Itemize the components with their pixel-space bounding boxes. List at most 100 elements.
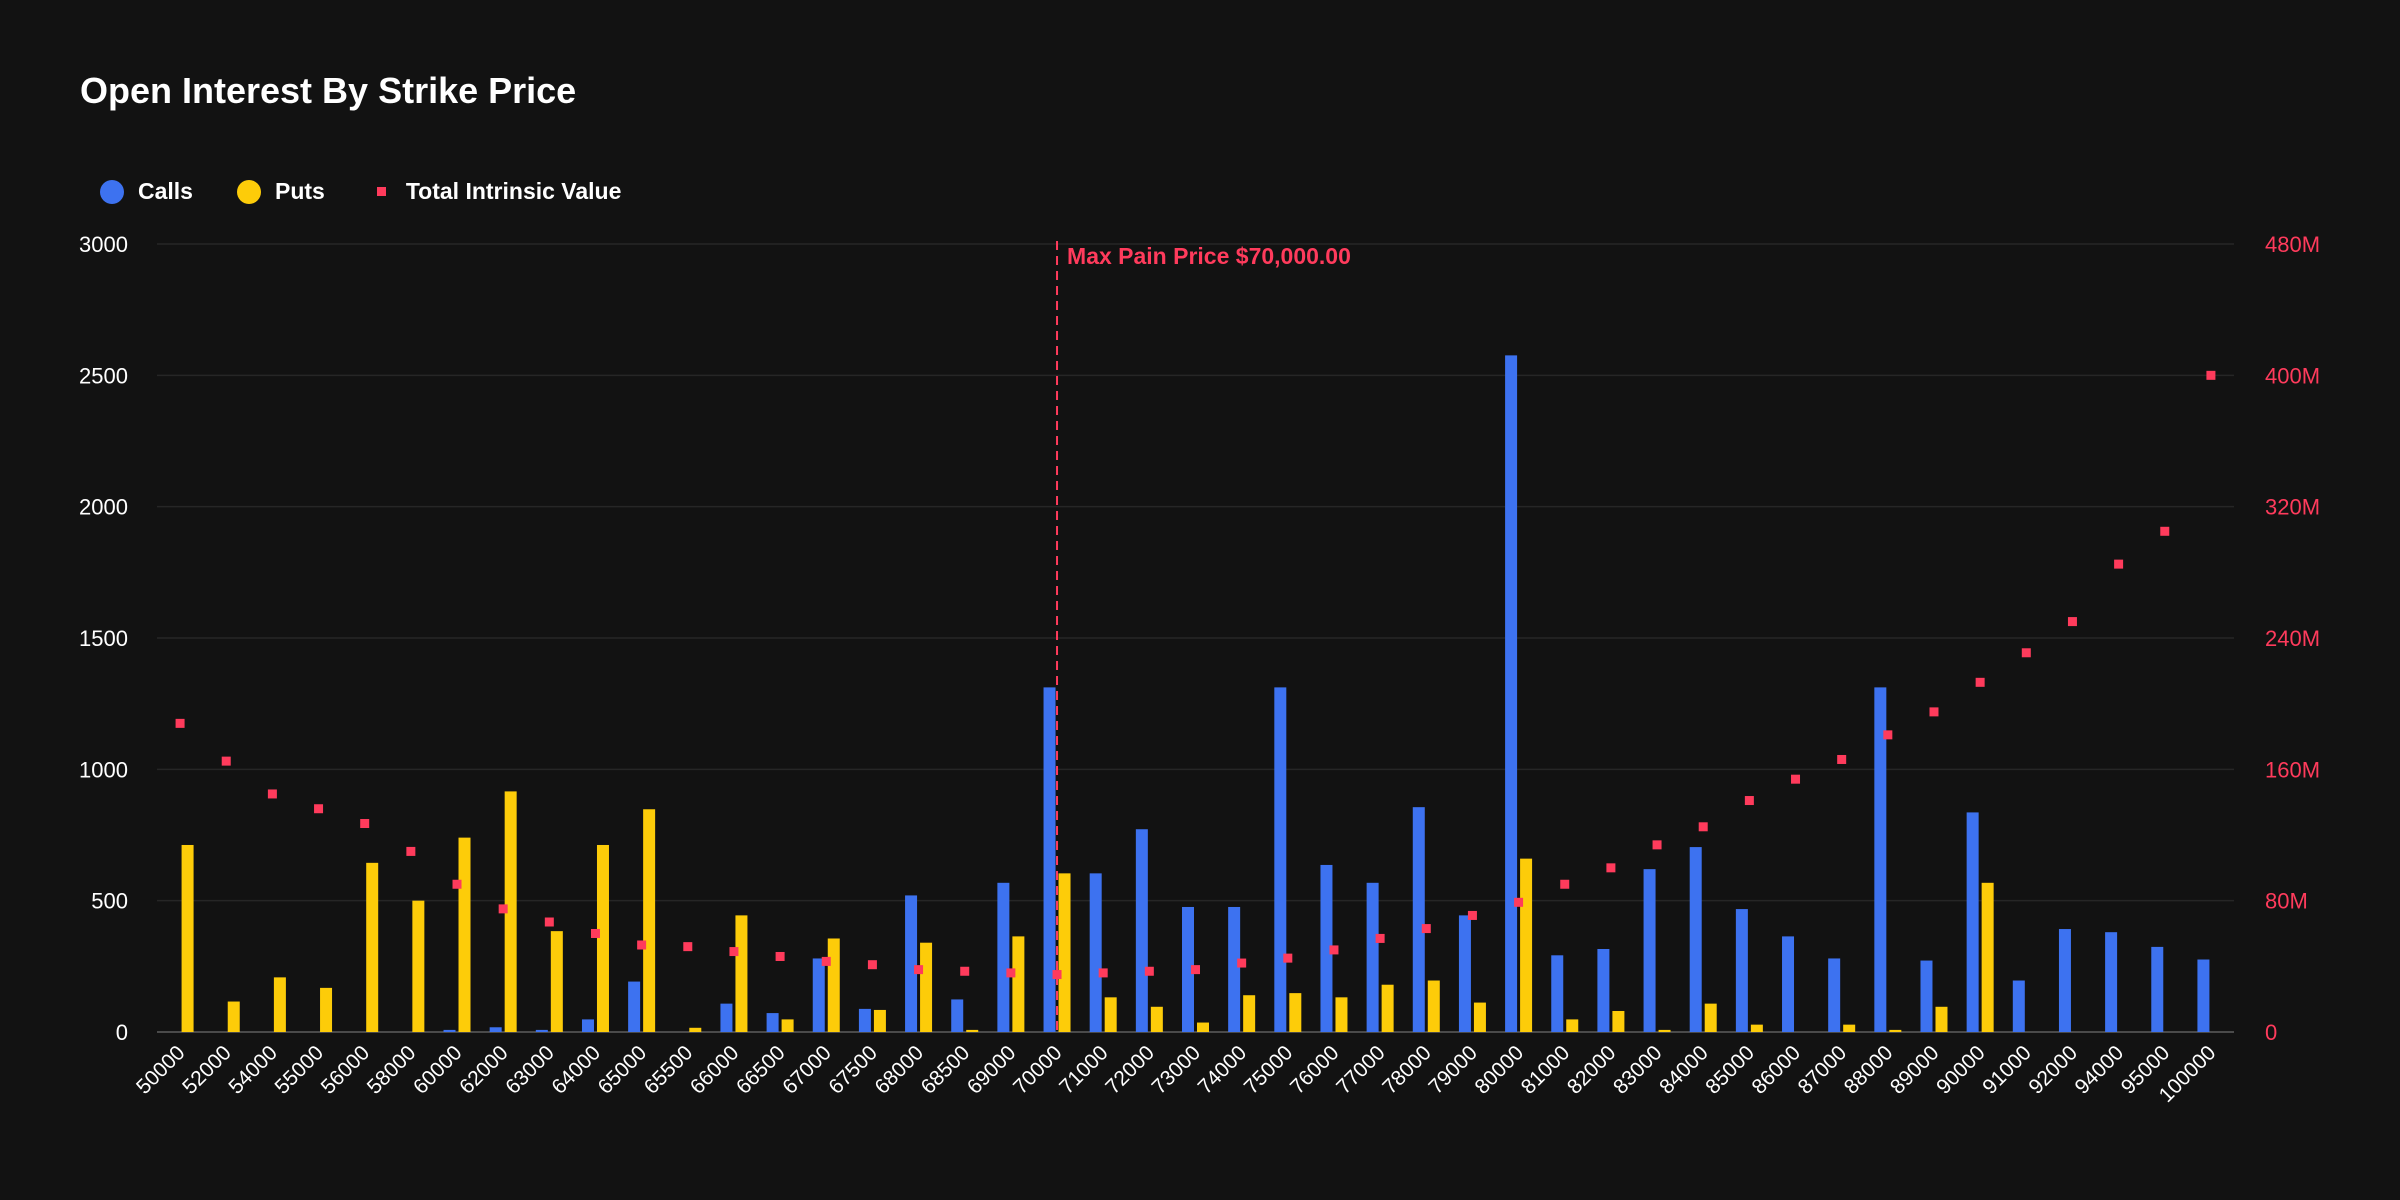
calls-bar[interactable] [2012, 980, 2025, 1032]
calls-bar[interactable] [1828, 958, 1841, 1032]
calls-bar[interactable] [1458, 915, 1471, 1032]
intrinsic-value-point[interactable] [1375, 933, 1385, 943]
calls-bar[interactable] [1920, 960, 1933, 1032]
puts-bar[interactable] [596, 844, 609, 1032]
puts-bar[interactable] [1704, 1003, 1717, 1032]
puts-bar[interactable] [1335, 997, 1348, 1032]
calls-bar[interactable] [1874, 687, 1887, 1032]
calls-bar[interactable] [1643, 869, 1656, 1032]
calls-bar[interactable] [951, 999, 964, 1032]
puts-bar[interactable] [1612, 1010, 1625, 1032]
intrinsic-value-point[interactable] [821, 956, 831, 966]
intrinsic-value-point[interactable] [1052, 970, 1062, 980]
calls-bar[interactable] [443, 1029, 456, 1032]
calls-bar[interactable] [581, 1019, 594, 1032]
intrinsic-value-point[interactable] [1144, 966, 1154, 976]
intrinsic-value-point[interactable] [175, 718, 185, 728]
puts-bar[interactable] [458, 837, 471, 1032]
legend-item-intrinsic[interactable]: Total Intrinsic Value [369, 178, 621, 205]
intrinsic-value-point[interactable] [544, 917, 554, 927]
calls-bar[interactable] [720, 1003, 733, 1032]
legend-item-puts[interactable]: Puts [236, 178, 325, 205]
intrinsic-value-point[interactable] [2114, 559, 2124, 569]
puts-bar[interactable] [689, 1027, 702, 1032]
puts-bar[interactable] [1197, 1022, 1209, 1032]
intrinsic-value-point[interactable] [221, 756, 231, 766]
intrinsic-value-point[interactable] [637, 940, 647, 950]
intrinsic-value-point[interactable] [360, 819, 370, 829]
intrinsic-value-point[interactable] [1283, 953, 1293, 963]
calls-bar[interactable] [1135, 829, 1148, 1032]
calls-bar[interactable] [997, 882, 1010, 1032]
calls-bar[interactable] [1551, 955, 1564, 1032]
calls-bar[interactable] [1505, 355, 1518, 1032]
calls-bar[interactable] [1966, 812, 1979, 1032]
intrinsic-value-point[interactable] [2067, 617, 2077, 627]
calls-bar[interactable] [905, 895, 918, 1032]
puts-bar[interactable] [1566, 1019, 1579, 1032]
intrinsic-value-point[interactable] [1329, 945, 1339, 955]
intrinsic-value-point[interactable] [1837, 754, 1847, 764]
calls-bar[interactable] [535, 1029, 548, 1032]
calls-bar[interactable] [766, 1013, 779, 1032]
puts-bar[interactable] [1104, 997, 1117, 1032]
calls-bar[interactable] [1274, 687, 1287, 1032]
calls-bar[interactable] [2197, 959, 2210, 1032]
intrinsic-value-point[interactable] [1975, 677, 1985, 687]
intrinsic-value-point[interactable] [867, 960, 877, 970]
puts-bar[interactable] [320, 987, 333, 1032]
puts-bar[interactable] [1289, 993, 1302, 1032]
intrinsic-value-point[interactable] [1698, 822, 1708, 832]
calls-bar[interactable] [2105, 932, 2118, 1032]
puts-bar[interactable] [1381, 984, 1394, 1032]
puts-bar[interactable] [873, 1009, 886, 1032]
puts-bar[interactable] [1012, 936, 1025, 1032]
puts-bar[interactable] [181, 844, 194, 1032]
legend-item-calls[interactable]: Calls [100, 178, 193, 205]
intrinsic-value-point[interactable] [2206, 370, 2216, 380]
intrinsic-value-point[interactable] [2021, 648, 2031, 658]
puts-bar[interactable] [1981, 882, 1994, 1032]
puts-bar[interactable] [643, 809, 656, 1032]
puts-bar[interactable] [1750, 1024, 1763, 1032]
intrinsic-value-point[interactable] [1560, 879, 1570, 889]
calls-bar[interactable] [2151, 946, 2164, 1032]
intrinsic-value-point[interactable] [1421, 924, 1431, 934]
calls-bar[interactable] [1228, 906, 1241, 1032]
intrinsic-value-point[interactable] [1883, 730, 1893, 740]
puts-bar[interactable] [735, 915, 748, 1032]
puts-bar[interactable] [1889, 1029, 1902, 1032]
calls-bar[interactable] [1735, 909, 1748, 1032]
intrinsic-value-point[interactable] [1514, 897, 1524, 907]
calls-bar[interactable] [812, 958, 825, 1032]
calls-bar[interactable] [1412, 807, 1425, 1032]
intrinsic-value-point[interactable] [729, 947, 739, 957]
calls-bar[interactable] [489, 1027, 502, 1032]
intrinsic-value-point[interactable] [1098, 968, 1108, 978]
puts-bar[interactable] [550, 931, 563, 1032]
intrinsic-value-point[interactable] [1237, 958, 1247, 968]
calls-bar[interactable] [858, 1008, 871, 1032]
calls-bar[interactable] [1089, 873, 1102, 1032]
intrinsic-value-point[interactable] [498, 904, 508, 914]
puts-bar[interactable] [1150, 1006, 1163, 1032]
intrinsic-value-point[interactable] [314, 804, 324, 814]
puts-bar[interactable] [1935, 1006, 1948, 1032]
puts-bar[interactable] [366, 862, 379, 1032]
calls-bar[interactable] [1597, 948, 1610, 1032]
intrinsic-value-point[interactable] [267, 789, 277, 799]
intrinsic-value-point[interactable] [1652, 840, 1662, 850]
puts-bar[interactable] [920, 942, 933, 1032]
puts-bar[interactable] [1658, 1029, 1671, 1032]
intrinsic-value-point[interactable] [1606, 863, 1616, 873]
puts-bar[interactable] [1520, 858, 1533, 1032]
intrinsic-value-point[interactable] [914, 965, 924, 975]
intrinsic-value-point[interactable] [775, 951, 785, 961]
puts-bar[interactable] [1243, 995, 1256, 1032]
intrinsic-value-point[interactable] [1791, 774, 1801, 784]
puts-bar[interactable] [1473, 1002, 1486, 1032]
intrinsic-value-point[interactable] [1467, 910, 1477, 920]
puts-bar[interactable] [273, 977, 286, 1032]
intrinsic-value-point[interactable] [590, 929, 600, 938]
puts-bar[interactable] [227, 1001, 240, 1032]
